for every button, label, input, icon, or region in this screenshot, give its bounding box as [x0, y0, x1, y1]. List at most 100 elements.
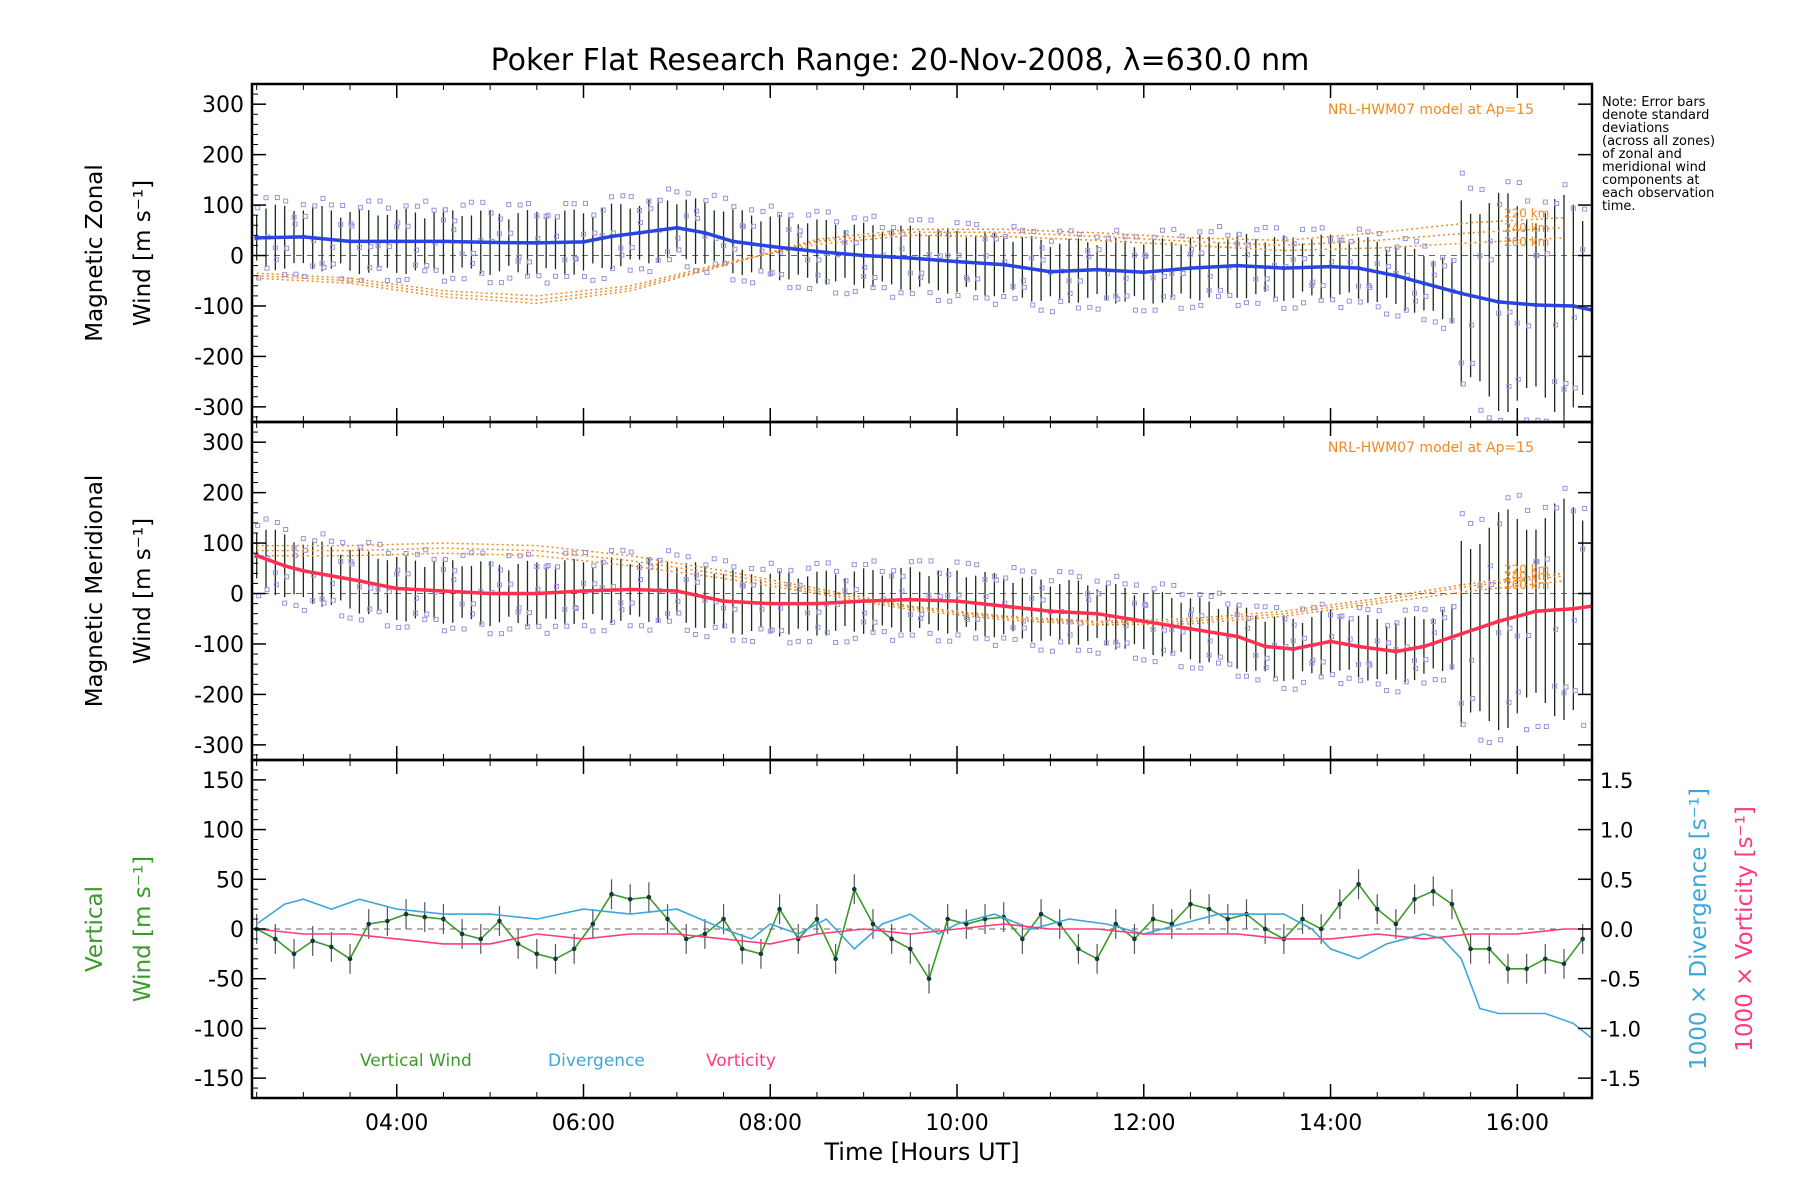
zone-sample	[814, 208, 820, 214]
zone-sample	[703, 562, 709, 568]
note-line: time.	[1602, 199, 1636, 214]
zone-sample	[591, 563, 597, 569]
note-line: of zonal and	[1602, 147, 1682, 162]
zone-sample	[508, 581, 514, 587]
zone-sample	[488, 561, 494, 567]
zone-sample	[731, 564, 737, 570]
zone-sample	[422, 616, 428, 622]
divergence-axis-label: 1000 × Divergence [s⁻¹]	[1686, 788, 1712, 1070]
zone-sample	[788, 567, 794, 573]
zone-sample	[618, 245, 624, 251]
zone-sample	[1329, 259, 1335, 265]
zone-sample	[629, 600, 635, 606]
zone-sample	[1375, 304, 1381, 310]
zone-sample	[496, 231, 502, 237]
vertical-wind-point	[833, 956, 838, 962]
zone-sample	[405, 223, 411, 229]
zone-sample	[638, 577, 644, 583]
zone-sample	[1030, 302, 1036, 308]
zone-sample	[852, 635, 858, 641]
zone-sample	[1516, 492, 1522, 498]
zone-sample	[329, 581, 335, 587]
zone-sample	[283, 198, 289, 204]
zone-sample	[1169, 627, 1175, 633]
zone-sample	[357, 205, 363, 211]
zone-sample	[1542, 199, 1548, 205]
zone-sample	[1330, 297, 1336, 303]
zone-sample	[1057, 569, 1063, 575]
zone-sample	[498, 280, 504, 286]
zone-sample	[368, 585, 374, 591]
zone-sample	[889, 573, 895, 579]
zone-sample	[524, 624, 530, 630]
zone-sample	[1571, 617, 1577, 623]
zone-sample	[1264, 276, 1270, 282]
vertical-wind-point	[1505, 966, 1511, 972]
zone-sample	[1440, 606, 1446, 612]
zone-sample	[396, 277, 402, 283]
zone-sample	[459, 251, 465, 257]
zone-sample	[842, 240, 848, 246]
zone-sample	[926, 592, 932, 598]
zone-sample	[740, 583, 746, 589]
vertical-wind-point	[908, 946, 913, 952]
zone-sample	[1451, 257, 1457, 263]
mean-wind-point	[1421, 281, 1427, 286]
mean-wind-point	[301, 568, 306, 574]
zone-sample	[1432, 319, 1438, 325]
zone-sample	[665, 610, 671, 616]
mean-wind-point	[1141, 619, 1146, 624]
zone-sample	[928, 217, 934, 223]
right-tick-label: -0.5	[1600, 968, 1641, 992]
zone-sample	[1403, 679, 1409, 685]
zone-sample	[1187, 251, 1193, 257]
mean-wind-point	[1188, 626, 1193, 632]
zone-sample	[1122, 234, 1128, 240]
zone-sample	[468, 199, 474, 205]
zone-sample	[1346, 298, 1352, 304]
zone-sample	[740, 224, 746, 230]
zone-sample	[1468, 520, 1474, 526]
zone-sample	[1141, 308, 1147, 314]
zone-sample	[1357, 226, 1363, 232]
zone-sample	[405, 571, 411, 577]
zone-sample	[1338, 680, 1344, 686]
zone-sample	[366, 198, 372, 204]
zone-sample	[1207, 273, 1213, 279]
zone-sample	[544, 630, 550, 636]
zone-sample	[676, 610, 682, 616]
zone-sample	[1386, 640, 1392, 646]
zone-sample	[1085, 248, 1091, 254]
zone-sample	[1290, 638, 1296, 644]
zone-sample	[412, 610, 418, 616]
zone-sample	[1199, 250, 1205, 256]
zone-sample	[871, 213, 877, 219]
zone-sample	[1039, 585, 1045, 591]
x-tick-label: 04:00	[365, 1111, 428, 1136]
zone-sample	[684, 627, 690, 633]
zone-sample	[535, 586, 541, 592]
vertical-wind-point	[721, 916, 726, 922]
zone-sample	[945, 252, 951, 258]
zone-sample	[368, 244, 374, 250]
mean-wind-point	[1328, 639, 1333, 644]
zone-sample	[741, 278, 747, 284]
vertical-wind-point	[758, 951, 764, 957]
vertical-wind-point	[459, 931, 465, 937]
zone-sample	[1143, 253, 1149, 259]
zone-sample	[666, 186, 672, 192]
mean-wind-point	[1141, 269, 1146, 275]
mean-wind-point	[1290, 646, 1296, 652]
zone-sample	[1150, 275, 1156, 281]
zone-sample	[1535, 417, 1541, 422]
mean-wind-point	[1094, 267, 1100, 272]
zone-sample	[1273, 296, 1279, 302]
zone-sample	[1582, 206, 1588, 212]
zone-sample	[347, 277, 353, 283]
zone-sample	[1131, 252, 1137, 258]
model-altitude-label: 260 km	[1504, 235, 1549, 249]
zone-sample	[1001, 635, 1007, 641]
zone-sample	[1012, 295, 1018, 301]
zone-sample	[573, 605, 579, 611]
zone-sample	[881, 629, 887, 635]
